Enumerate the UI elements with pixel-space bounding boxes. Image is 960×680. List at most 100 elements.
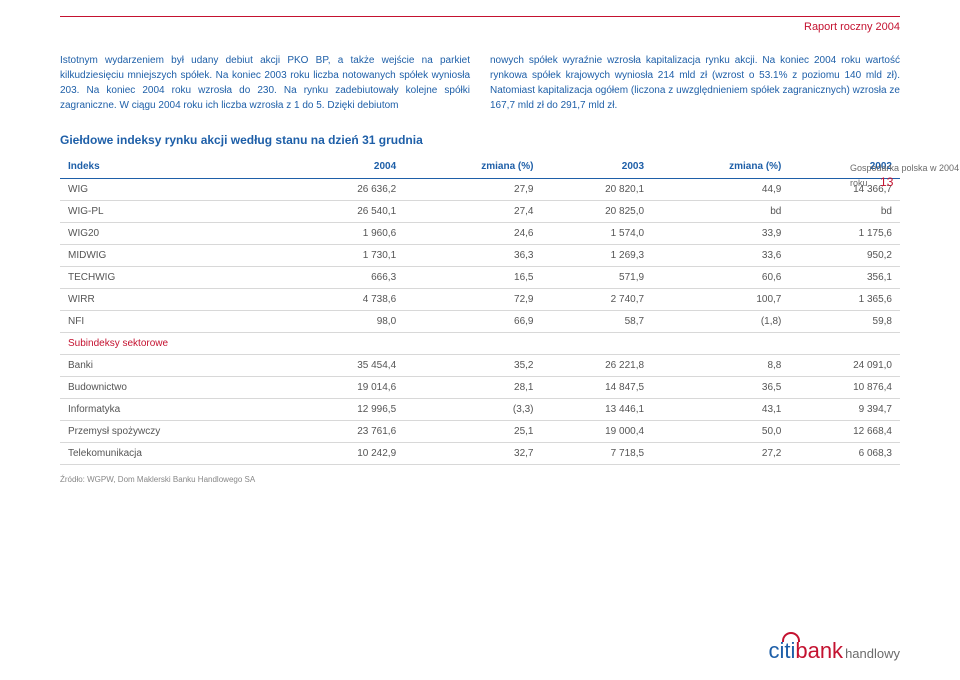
- text-columns: Istotnym wydarzeniem był udany debiut ak…: [60, 53, 900, 113]
- table-cell: 1 365,6: [789, 289, 900, 311]
- logo-bank: bank: [795, 638, 843, 664]
- table-row: WIRR4 738,672,92 740,7100,71 365,6: [60, 289, 900, 311]
- table-cell: WIG-PL: [60, 201, 294, 223]
- table-cell: 33,6: [652, 245, 789, 267]
- column-header: Indeks: [60, 155, 294, 179]
- table-cell: 100,7: [652, 289, 789, 311]
- table-cell: 571,9: [541, 267, 652, 289]
- table-cell: 66,9: [404, 311, 541, 333]
- table-cell: Informatyka: [60, 399, 294, 421]
- table-cell: Subindeksy sektorowe: [60, 333, 294, 355]
- table-cell: 10 876,4: [789, 377, 900, 399]
- table-cell: 6 068,3: [789, 443, 900, 465]
- table-cell: 10 242,9: [294, 443, 405, 465]
- table-cell: MIDWIG: [60, 245, 294, 267]
- table-cell: 7 718,5: [541, 443, 652, 465]
- table-cell: 36,5: [652, 377, 789, 399]
- table-cell: WIRR: [60, 289, 294, 311]
- paragraph-right: nowych spółek wyraźnie wzrosła kapitaliz…: [490, 53, 900, 113]
- table-cell: 44,9: [652, 179, 789, 201]
- table-cell: 16,5: [404, 267, 541, 289]
- table-cell: 35 454,4: [294, 355, 405, 377]
- table-cell: [789, 333, 900, 355]
- column-header: zmiana (%): [404, 155, 541, 179]
- column-header: 2004: [294, 155, 405, 179]
- table-header: Indeks2004zmiana (%)2003zmiana (%)2002: [60, 155, 900, 179]
- table-cell: 35,2: [404, 355, 541, 377]
- table-cell: [652, 333, 789, 355]
- table-cell: 13 446,1: [541, 399, 652, 421]
- table-cell: WIG20: [60, 223, 294, 245]
- table-body: WIG26 636,227,920 820,144,914 366,7WIG-P…: [60, 179, 900, 465]
- citibank-logo: citibank handlowy: [768, 638, 900, 664]
- table-cell: 356,1: [789, 267, 900, 289]
- table-row: MIDWIG1 730,136,31 269,333,6950,2: [60, 245, 900, 267]
- table-cell: 27,2: [652, 443, 789, 465]
- table-row: NFI98,066,958,7(1,8)59,8: [60, 311, 900, 333]
- logo-arc-icon: [782, 632, 800, 642]
- table-cell: 1 574,0: [541, 223, 652, 245]
- report-title: Raport roczny 2004: [804, 21, 900, 33]
- column-header: zmiana (%): [652, 155, 789, 179]
- table-row: Telekomunikacja10 242,932,77 718,527,26 …: [60, 443, 900, 465]
- table-cell: WIG: [60, 179, 294, 201]
- table-cell: 12 996,5: [294, 399, 405, 421]
- table-cell: 27,4: [404, 201, 541, 223]
- table-cell: 28,1: [404, 377, 541, 399]
- table-cell: 24,6: [404, 223, 541, 245]
- table-cell: 25,1: [404, 421, 541, 443]
- table-cell: 1 175,6: [789, 223, 900, 245]
- table-cell: 4 738,6: [294, 289, 405, 311]
- header-bar: Raport roczny 2004: [60, 16, 900, 33]
- table-cell: 24 091,0: [789, 355, 900, 377]
- table-cell: 26 221,8: [541, 355, 652, 377]
- table-cell: 20 820,1: [541, 179, 652, 201]
- table-cell: 72,9: [404, 289, 541, 311]
- table-cell: 9 394,7: [789, 399, 900, 421]
- table-row: WIG-PL26 540,127,420 825,0bdbd: [60, 201, 900, 223]
- table-cell: 19 014,6: [294, 377, 405, 399]
- table-cell: 1 269,3: [541, 245, 652, 267]
- table-cell: (3,3): [404, 399, 541, 421]
- table-cell: 58,7: [541, 311, 652, 333]
- table-cell: 36,3: [404, 245, 541, 267]
- table-cell: NFI: [60, 311, 294, 333]
- content-area: Istotnym wydarzeniem był udany debiut ak…: [60, 53, 900, 484]
- table-cell: 26 540,1: [294, 201, 405, 223]
- table-cell: 59,8: [789, 311, 900, 333]
- table-cell: 98,0: [294, 311, 405, 333]
- table-row: Banki35 454,435,226 221,88,824 091,0: [60, 355, 900, 377]
- table-title: Giełdowe indeksy rynku akcji według stan…: [60, 133, 900, 147]
- table-row: TECHWIG666,316,5571,960,6356,1: [60, 267, 900, 289]
- table-cell: Przemysł spożywczy: [60, 421, 294, 443]
- table-cell: bd: [789, 201, 900, 223]
- table-cell: 12 668,4: [789, 421, 900, 443]
- table-cell: TECHWIG: [60, 267, 294, 289]
- table-row: Subindeksy sektorowe: [60, 333, 900, 355]
- table-row: Budownictwo19 014,628,114 847,536,510 87…: [60, 377, 900, 399]
- table-cell: 8,8: [652, 355, 789, 377]
- paragraph-left: Istotnym wydarzeniem był udany debiut ak…: [60, 53, 470, 113]
- table-cell: 33,9: [652, 223, 789, 245]
- table-cell: 950,2: [789, 245, 900, 267]
- sidebar-text: Gospodarka polska w 2004 roku: [850, 163, 959, 188]
- table-cell: 2 740,7: [541, 289, 652, 311]
- table-cell: Budownictwo: [60, 377, 294, 399]
- index-table: Indeks2004zmiana (%)2003zmiana (%)2002 W…: [60, 155, 900, 465]
- table-row: WIG201 960,624,61 574,033,91 175,6: [60, 223, 900, 245]
- table-cell: 50,0: [652, 421, 789, 443]
- table-cell: Telekomunikacja: [60, 443, 294, 465]
- table-cell: bd: [652, 201, 789, 223]
- table-cell: 20 825,0: [541, 201, 652, 223]
- sidebar-note: Gospodarka polska w 2004 roku 13: [850, 163, 960, 190]
- table-cell: 43,1: [652, 399, 789, 421]
- table-row: WIG26 636,227,920 820,144,914 366,7: [60, 179, 900, 201]
- column-header: 2003: [541, 155, 652, 179]
- table-cell: 32,7: [404, 443, 541, 465]
- table-cell: [294, 333, 405, 355]
- table-cell: [541, 333, 652, 355]
- table-cell: 26 636,2: [294, 179, 405, 201]
- table-cell: 14 847,5: [541, 377, 652, 399]
- table-cell: Banki: [60, 355, 294, 377]
- table-cell: 27,9: [404, 179, 541, 201]
